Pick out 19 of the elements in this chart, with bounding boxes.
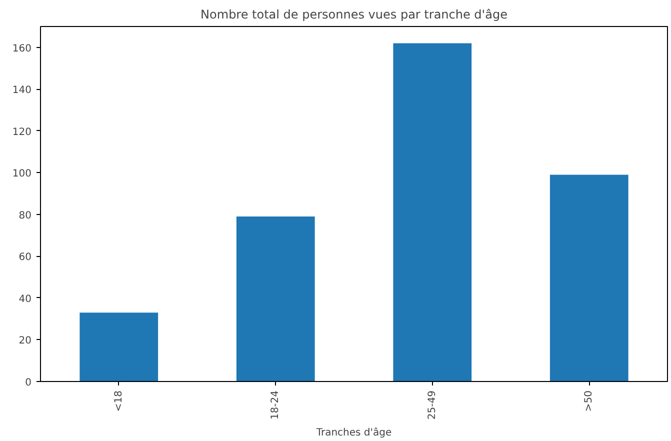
bar <box>393 43 472 382</box>
y-tick-label: 100 <box>12 168 32 180</box>
bar <box>80 312 158 382</box>
y-tick-label: 20 <box>18 336 32 347</box>
y-tick-label: 160 <box>12 43 32 54</box>
chart-title: Nombre total de personnes vues par tranche d'âge <box>200 8 508 22</box>
y-tick-label: 40 <box>18 294 32 305</box>
y-tick-label: 120 <box>12 126 32 138</box>
y-tick-label: 60 <box>18 252 32 264</box>
x-tick-label: 25-49 <box>426 390 438 420</box>
y-tick-label: 0 <box>25 378 32 388</box>
x-axis-title: Tranches d'âge <box>315 428 392 439</box>
bar <box>550 174 628 382</box>
y-tick-label: 80 <box>18 210 32 222</box>
x-tick-label: >50 <box>584 390 595 412</box>
y-tick-label: 140 <box>12 85 32 96</box>
x-tick-label: 18-24 <box>270 390 282 420</box>
x-tick-label: <18 <box>113 390 124 412</box>
bar <box>236 216 315 382</box>
